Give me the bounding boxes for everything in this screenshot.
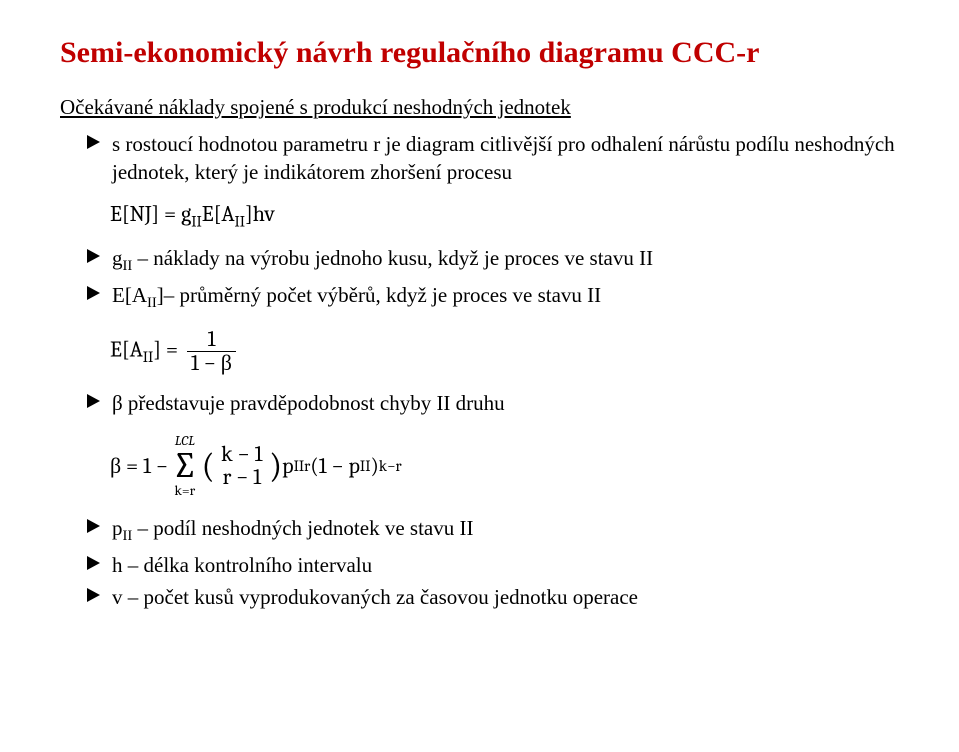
bullet-item: v – počet kusů vyprodukovaných za časovo… bbox=[86, 583, 904, 611]
bullet-text: β představuje pravděpodobnost chyby II d… bbox=[112, 389, 505, 417]
arrow-icon bbox=[86, 393, 102, 414]
bullet-item: h – délka kontrolního intervalu bbox=[86, 551, 904, 579]
bullet-text: v – počet kusů vyprodukovaných za časovo… bbox=[112, 583, 638, 611]
section-subhead: Očekávané náklady spojené s produkcí nes… bbox=[60, 95, 904, 120]
arrow-icon bbox=[86, 248, 102, 269]
bullet-item: E[AII]– průměrný počet výběrů, když je p… bbox=[86, 281, 904, 314]
bullet-text: E[AII]– průměrný počet výběrů, když je p… bbox=[112, 281, 601, 314]
bullet-text: s rostoucí hodnotou parametru r je diagr… bbox=[112, 130, 904, 187]
arrow-icon bbox=[86, 285, 102, 306]
arrow-icon bbox=[86, 555, 102, 576]
bullet-text: h – délka kontrolního intervalu bbox=[112, 551, 372, 579]
bullet-item: s rostoucí hodnotou parametru r je diagr… bbox=[86, 130, 904, 187]
bullet-item: β představuje pravděpodobnost chyby II d… bbox=[86, 389, 904, 417]
bullet-item: pII – podíl neshodných jednotek ve stavu… bbox=[86, 514, 904, 547]
formula-enj: E[NJ] = gIIE[AII]hv bbox=[110, 201, 904, 230]
formula-eaii: E[AII] = 1 1 − β bbox=[110, 328, 904, 375]
slide-title: Semi-ekonomický návrh regulačního diagra… bbox=[60, 35, 904, 71]
formula-beta: β = 1 − LCL ∑ k=r ( k − 1 r − 1 ) pIIr (… bbox=[110, 434, 904, 498]
arrow-icon bbox=[86, 518, 102, 539]
slide: Semi-ekonomický návrh regulačního diagra… bbox=[0, 0, 959, 752]
arrow-icon bbox=[86, 587, 102, 608]
bullet-item: gII – náklady na výrobu jednoho kusu, kd… bbox=[86, 244, 904, 277]
bullet-text: pII – podíl neshodných jednotek ve stavu… bbox=[112, 514, 473, 547]
arrow-icon bbox=[86, 134, 102, 155]
bullet-text: gII – náklady na výrobu jednoho kusu, kd… bbox=[112, 244, 653, 277]
